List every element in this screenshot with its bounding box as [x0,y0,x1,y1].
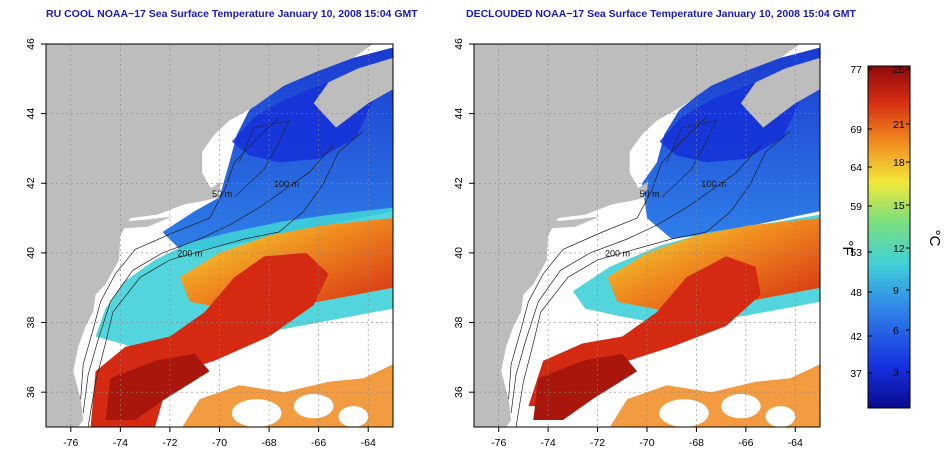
contour-label: 100 m [274,179,299,189]
gulf-stream-core [105,353,210,420]
y-tick-label: 44 [25,108,37,120]
colorbar: °F °C 77 69 64 59 53 48 42 37 25 21 18 15 12 9 6 3 [839,64,943,409]
isobath-contour [82,144,334,414]
fahrenheit-tick-label: 42 [850,331,862,343]
celsius-tick-label: 18 [893,157,905,169]
fahrenheit-tick-label: 37 [850,368,862,380]
y-tick-label: 36 [453,386,465,398]
land-nova-scotia [740,57,820,128]
colorbar-gradient [867,65,911,409]
x-tick-label: -76 [491,437,506,449]
x-tick-label: -66 [311,437,326,449]
cloud-gap [659,399,709,427]
isobath-contour [510,144,761,414]
isobath-contour [234,120,290,198]
contour-label: 50 m [212,189,232,199]
fahrenheit-tick-label: 64 [850,162,862,174]
x-tick-label: -72 [590,437,605,449]
cloud-gap [231,399,282,427]
celsius-tick-label: 9 [893,285,899,297]
right-map-title: DECLOUDED NOAA−17 Sea Surface Temperatur… [466,8,856,20]
y-tick-label: 38 [453,317,465,329]
isobath-contour [80,116,280,400]
fahrenheit-tick-label: 48 [850,287,862,299]
isobath-contour [661,120,717,198]
y-tick-label: 46 [25,38,37,50]
cloud-gap [338,406,369,427]
fahrenheit-unit-label: °F [839,240,856,255]
contour-label: 200 m [605,248,630,258]
y-tick-label: 42 [453,177,465,189]
x-tick-label: -70 [639,437,654,449]
celsius-unit-label: °C [926,230,943,247]
land-mainland [46,44,374,427]
x-tick-label: -68 [689,437,704,449]
cloud-gap [624,374,650,389]
cloud-gap [197,374,222,389]
y-tick-label: 44 [453,108,465,120]
fahrenheit-tick-label: 59 [850,201,862,213]
contour-label: 200 m [177,248,202,258]
x-tick-label: -68 [261,437,276,449]
celsius-tick-label: 25 [893,64,905,76]
cloud-gap [293,393,334,419]
x-tick-label: -64 [361,437,376,449]
gulf-stream-core [533,353,638,420]
isobath-contour [508,116,707,400]
left-map-title: RU COOL NOAA−17 Sea Surface Temperature … [46,8,418,20]
land-long-island [548,216,600,229]
x-tick-label: -66 [738,437,753,449]
fahrenheit-tick-label: 53 [850,247,862,259]
celsius-tick-label: 12 [893,243,905,255]
fahrenheit-tick-label: 77 [850,64,862,76]
y-tick-label: 42 [25,177,37,189]
isobath-contour [87,130,364,427]
celsius-tick-label: 21 [893,119,905,131]
land-cape-cod [634,181,649,192]
x-tick-label: -76 [63,437,78,449]
map-panel-2: 200 m 100 m 50 m -76 -74 -72 -70 -68 -66 -64 36 38 4… [453,38,821,449]
land-cape-cod [207,181,221,192]
land-mainland [474,44,801,427]
x-tick-label: -72 [162,437,177,449]
x-tick-label: -74 [113,437,128,449]
y-tick-label: 38 [25,317,37,329]
land-nova-scotia [313,57,393,128]
y-tick-label: 40 [453,247,465,259]
x-tick-label: -74 [541,437,556,449]
y-tick-label: 40 [25,247,37,259]
fahrenheit-tick-label: 69 [850,124,862,136]
contour-label: 50 m [640,189,660,199]
cloud-gap [721,393,761,419]
x-tick-label: -64 [788,437,803,449]
celsius-tick-label: 3 [893,367,899,379]
contour-label: 100 m [701,179,726,189]
map-panel-1: 200 m 100 m 50 m -76 -74 -72 -70 -68 -66 -64 36 38 4… [25,38,394,449]
land-long-island [120,216,173,229]
x-tick-label: -70 [212,437,227,449]
celsius-tick-label: 6 [893,325,899,337]
cloud-gap [765,406,796,427]
celsius-tick-label: 15 [893,200,905,212]
y-tick-label: 46 [453,38,465,50]
y-tick-label: 36 [25,386,37,398]
